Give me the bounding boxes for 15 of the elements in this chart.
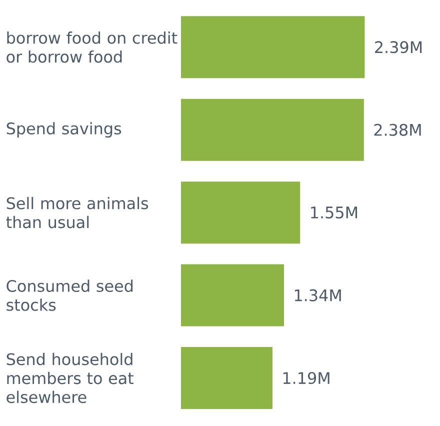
y-tick-label: Send household members to eat elsewhere	[6, 352, 134, 404]
bar	[181, 16, 365, 78]
bar	[181, 182, 300, 244]
y-tick-label: Sell more animals than usual	[6, 196, 148, 228]
data-label: 2.38M	[374, 124, 421, 136]
y-tick-label: Consumed seed stocks	[6, 280, 133, 311]
y-tick-label: Spend savings	[6, 122, 122, 138]
y-tick-label: borrow food on credit or borrow food	[6, 32, 178, 63]
bar	[181, 264, 284, 326]
bar	[181, 347, 272, 410]
data-label: 2.39M	[375, 41, 422, 54]
data-label: 1.19M	[283, 372, 330, 384]
data-label: 1.34M	[294, 289, 341, 302]
bar	[181, 98, 364, 161]
data-label: 1.55M	[311, 206, 357, 219]
